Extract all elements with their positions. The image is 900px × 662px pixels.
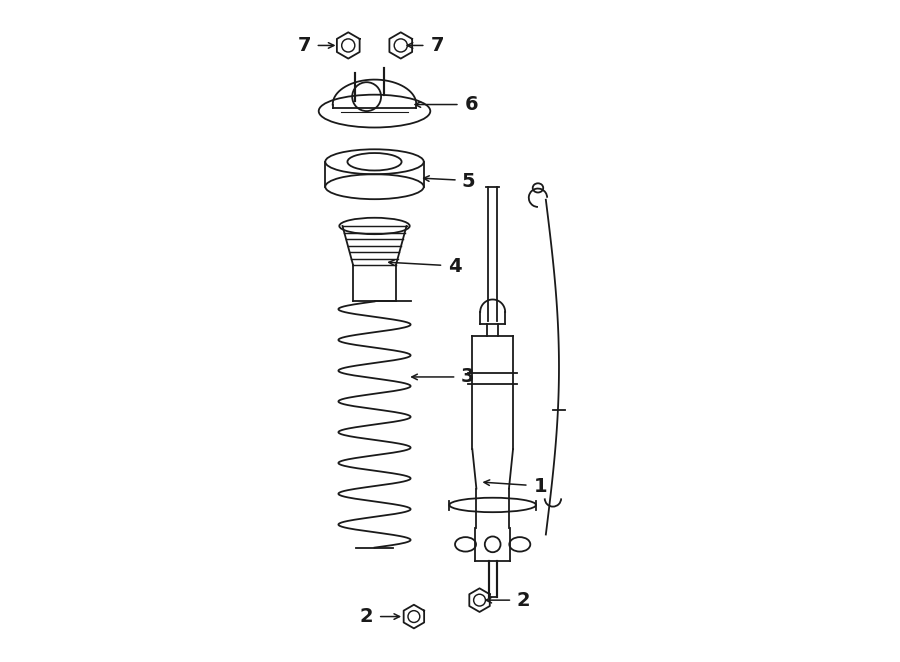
Text: 5: 5	[462, 172, 475, 191]
Text: 7: 7	[430, 36, 444, 55]
Text: 6: 6	[464, 95, 478, 114]
Text: 2: 2	[360, 607, 373, 626]
Text: 4: 4	[448, 257, 462, 276]
Text: 2: 2	[517, 591, 531, 610]
Text: 1: 1	[534, 477, 547, 496]
Text: 7: 7	[297, 36, 310, 55]
Text: 3: 3	[461, 367, 474, 387]
